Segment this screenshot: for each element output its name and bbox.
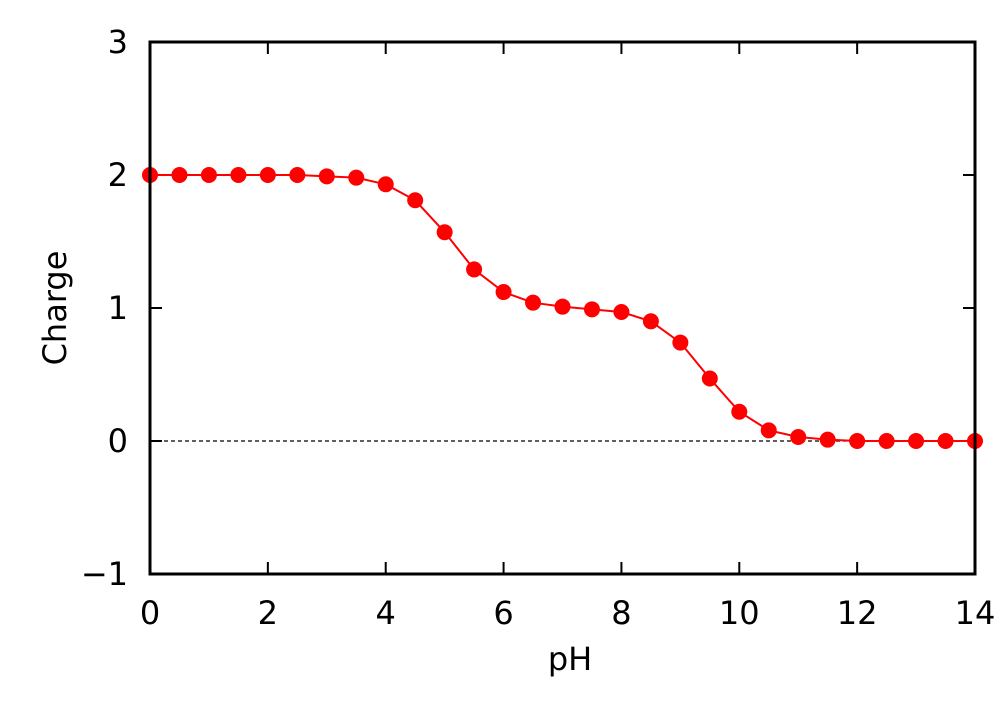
- data-point: [200, 167, 217, 183]
- x-tick-label: 2: [258, 594, 278, 632]
- data-point: [672, 334, 689, 351]
- plot-frame: [148, 40, 977, 576]
- y-tick-label: −1: [81, 555, 128, 593]
- data-point: [171, 167, 188, 183]
- data-point: [318, 168, 335, 185]
- data-point: [908, 433, 925, 449]
- y-tick-label: 1: [108, 289, 128, 327]
- data-point: [878, 433, 895, 449]
- data-point: [937, 433, 954, 449]
- data-point: [377, 176, 394, 193]
- data-point: [849, 433, 866, 449]
- data-point: [613, 303, 630, 320]
- data-point: [348, 169, 365, 186]
- data-point: [790, 429, 807, 446]
- x-tick-label: 8: [611, 594, 631, 632]
- data-point: [731, 403, 748, 420]
- data-point: [701, 370, 718, 387]
- y-axis-label: Charge: [36, 251, 74, 366]
- data-point: [760, 422, 777, 439]
- x-tick-label: 6: [493, 594, 513, 632]
- y-tick-label: 2: [108, 156, 128, 194]
- y-tick-label: 0: [108, 422, 128, 460]
- data-point: [407, 192, 424, 209]
- data-point: [554, 298, 571, 315]
- x-axis-label: pH: [548, 640, 592, 678]
- data-point: [230, 167, 247, 183]
- x-tick-label: 12: [837, 594, 878, 632]
- y-tick-label: 3: [108, 23, 128, 61]
- x-tick-label: 4: [376, 594, 396, 632]
- data-point: [819, 431, 836, 448]
- data-point: [495, 284, 512, 301]
- x-tick-label: 10: [719, 594, 760, 632]
- data-point: [259, 167, 276, 183]
- data-point: [583, 301, 600, 318]
- data-point: [289, 167, 306, 183]
- data-point: [466, 261, 483, 278]
- x-tick-label: 0: [140, 594, 160, 632]
- data-point: [525, 294, 542, 311]
- x-tick-label: 14: [955, 594, 996, 632]
- data-point: [436, 224, 453, 241]
- data-point: [642, 313, 659, 330]
